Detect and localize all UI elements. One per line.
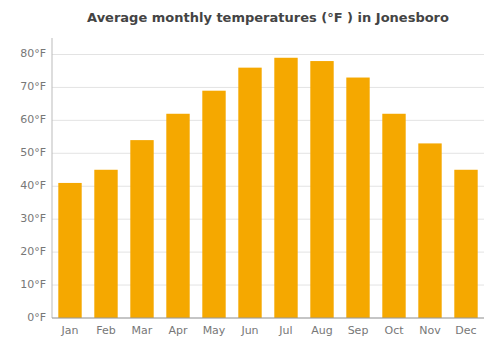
page: {"chart_data": {"type": "bar", "title": … <box>0 0 500 350</box>
y-tick-label: 30°F <box>20 212 46 225</box>
x-tick-label: Oct <box>384 324 404 337</box>
y-tick-label: 10°F <box>20 278 46 291</box>
bar <box>130 140 153 318</box>
grid-line <box>52 120 484 121</box>
y-axis-line <box>52 38 53 318</box>
bars <box>58 58 477 318</box>
x-tick-label: Apr <box>168 324 188 337</box>
bar <box>310 61 333 318</box>
x-tick-label: Aug <box>311 324 332 337</box>
bar <box>202 91 225 318</box>
x-tick-label: May <box>203 324 226 337</box>
x-tick-label: Dec <box>455 324 476 337</box>
y-tick-label: 50°F <box>20 146 46 159</box>
chart: 0°F 10°F 20°F 30°F 40°F 50°F 60°F 70°F 80°F Jan Fe… <box>0 0 500 350</box>
grid-line <box>52 87 484 88</box>
y-tick-label: 70°F <box>20 80 46 93</box>
bar <box>166 114 189 318</box>
bar <box>418 143 441 318</box>
x-tick-label: Jul <box>278 324 292 337</box>
y-tick-label: 60°F <box>20 113 46 126</box>
x-tick-label: Nov <box>419 324 441 337</box>
grid-line <box>52 54 484 55</box>
y-tick-label: 40°F <box>20 179 46 192</box>
bar <box>382 114 405 318</box>
y-tick-label: 80°F <box>20 47 46 60</box>
bar <box>454 170 477 318</box>
bar <box>274 58 297 318</box>
y-tick-label: 0°F <box>27 311 46 324</box>
title: Average monthly temperatures (°F ) in Jo… <box>87 10 449 25</box>
y-tick-label: 20°F <box>20 245 46 258</box>
grid <box>52 54 484 318</box>
x-axis-line <box>52 318 484 319</box>
bar <box>94 170 117 318</box>
bar <box>58 183 81 318</box>
x-tick-label: Sep <box>348 324 369 337</box>
x-tick-label: Jan <box>61 324 79 337</box>
x-tick-label: Mar <box>132 324 153 337</box>
x-tick-label: Jun <box>240 324 258 337</box>
bar <box>238 68 261 318</box>
bar <box>346 78 369 318</box>
x-tick-label: Feb <box>96 324 115 337</box>
grid-line <box>52 318 484 319</box>
